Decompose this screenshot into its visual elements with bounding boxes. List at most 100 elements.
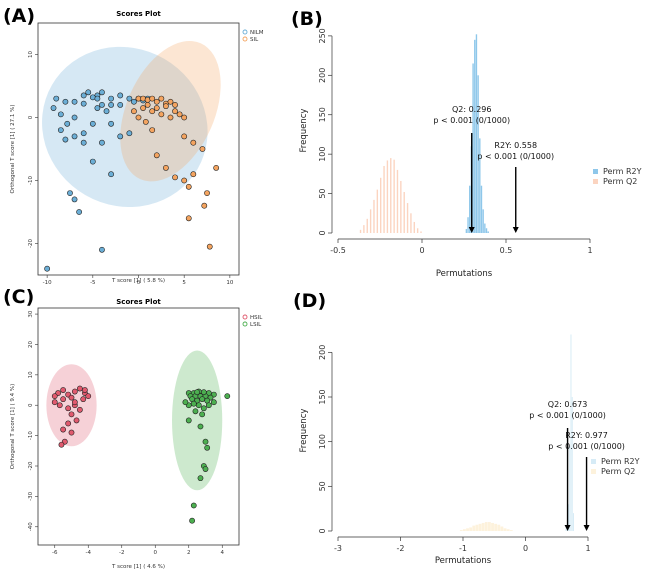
data-point-hsil <box>85 393 92 400</box>
data-point-sil <box>185 183 192 190</box>
y-tick-label: 50 <box>318 481 327 491</box>
data-point-nilm <box>89 120 96 127</box>
data-point-lsil <box>190 400 197 407</box>
legend-label-perm-q2: Perm Q2 <box>603 177 637 186</box>
confidence-ellipse-lsil <box>172 350 223 491</box>
data-point-sil <box>172 102 178 108</box>
data-point-nilm <box>67 190 73 196</box>
data-point-hsil <box>56 402 63 409</box>
data-point-nilm <box>71 133 78 140</box>
data-point-hsil <box>60 387 67 393</box>
x-tick-label: 0.5 <box>500 246 513 255</box>
x-axis-label: Permutations <box>436 269 493 279</box>
x-tick-label: -3 <box>334 544 342 553</box>
x-tick-label: 10 <box>226 280 233 286</box>
data-point-sil <box>144 102 151 108</box>
data-point-hsil <box>76 385 83 392</box>
data-point-sil <box>158 95 165 102</box>
data-point-hsil <box>51 393 58 400</box>
data-point-sil <box>163 103 169 110</box>
data-point-nilm <box>76 209 83 215</box>
x-axis-label: T score [1] ( 4.6 %) <box>111 564 165 570</box>
x-tick-label: 0 <box>419 246 424 255</box>
histogram-bar-perm-q2 <box>459 530 463 531</box>
data-point-nilm <box>89 158 96 165</box>
data-point-nilm <box>62 136 69 143</box>
histogram-bar-perm-r2y <box>573 513 574 531</box>
data-point-lsil <box>190 502 197 509</box>
histogram-bar-perm-q2 <box>416 228 419 233</box>
data-point-sil <box>163 164 169 171</box>
histogram-bar-perm-q2 <box>406 203 409 233</box>
histogram-bar-perm-r2y <box>485 228 488 233</box>
legend-label-hsil: HSIL <box>250 315 263 321</box>
panel-label: (A) <box>3 5 35 27</box>
histogram-bar-perm-q2 <box>410 213 412 233</box>
data-point-lsil <box>202 438 209 445</box>
data-point-hsil <box>65 420 72 427</box>
data-point-hsil <box>80 396 87 403</box>
legend-marker-hsil <box>242 314 248 320</box>
data-point-sil <box>149 108 156 115</box>
data-point-hsil <box>60 426 67 433</box>
y-tick-label: -30 <box>28 491 34 500</box>
legend-marker-lsil <box>242 321 248 327</box>
data-point-nilm <box>117 102 124 108</box>
data-point-lsil <box>185 417 192 424</box>
histogram-bar-perm-q2 <box>494 523 498 531</box>
data-point-lsil <box>197 475 204 482</box>
annotation-arrow-head <box>564 525 571 531</box>
data-point-sil <box>172 108 178 115</box>
data-point-sil <box>131 108 137 115</box>
y-axis-label: Frequency <box>299 409 309 453</box>
data-point-nilm <box>62 98 69 105</box>
data-point-nilm <box>108 171 114 178</box>
data-point-lsil <box>195 402 202 409</box>
histogram-bar-perm-q2 <box>369 209 372 233</box>
y-tick-label: 200 <box>318 68 327 83</box>
data-point-sil <box>153 152 160 159</box>
y-tick-label: 150 <box>318 107 327 122</box>
data-point-nilm <box>80 139 87 146</box>
histogram-bar-perm-r2y <box>477 75 479 233</box>
data-point-nilm <box>94 105 101 111</box>
histogram-bar-perm-r2y <box>482 209 484 233</box>
histogram-bar-perm-q2 <box>481 522 485 531</box>
data-point-nilm <box>94 95 101 102</box>
histogram-bar-perm-q2 <box>475 524 479 531</box>
data-point-nilm <box>126 130 133 137</box>
y-tick-label: 0 <box>318 528 327 533</box>
histogram-bar-perm-r2y <box>469 185 471 233</box>
annotation-text: p < 0.001 (0/1000) <box>477 152 554 161</box>
data-point-sil <box>201 202 208 209</box>
histogram-bar-perm-q2 <box>491 522 494 531</box>
data-point-sil <box>167 114 174 121</box>
x-tick-label: 4 <box>221 550 225 556</box>
chart-title: Scores Plot <box>116 298 161 306</box>
histogram-bar-perm-r2y <box>467 217 469 233</box>
histogram-bar-perm-r2y <box>570 334 572 531</box>
histogram-bar-perm-q2 <box>403 192 405 233</box>
data-point-nilm <box>108 102 114 108</box>
data-point-sil <box>135 114 142 121</box>
annotation-text: p < 0.001 (0/1000) <box>548 442 625 451</box>
x-tick-label: 0 <box>137 280 141 286</box>
data-point-nilm <box>80 130 87 137</box>
y-tick-label: 10 <box>28 371 34 378</box>
y-axis-label: Frequency <box>299 109 309 153</box>
y-axis-label: Orthogonal T score [1] ( 9.4 %) <box>10 384 16 470</box>
data-point-nilm <box>44 265 51 272</box>
data-point-lsil <box>199 411 206 418</box>
data-point-sil <box>140 105 146 111</box>
legend-swatch-perm-q2 <box>591 469 596 474</box>
x-tick-label: -5 <box>90 280 96 286</box>
panel-a: (A) Scores Plot -10 -5 0 5 10 10 0 -10 -20 T score … <box>3 5 264 286</box>
data-point-sil <box>190 171 197 178</box>
data-point-lsil <box>205 402 212 409</box>
histogram-bar-perm-q2 <box>363 225 365 233</box>
y-tick-label: 250 <box>318 28 327 43</box>
legend-marker-nilm <box>242 29 248 35</box>
annotation-text: p < 0.001 (0/1000) <box>529 411 606 420</box>
histogram-bar-perm-q2 <box>400 180 402 233</box>
data-point-hsil <box>73 417 80 424</box>
